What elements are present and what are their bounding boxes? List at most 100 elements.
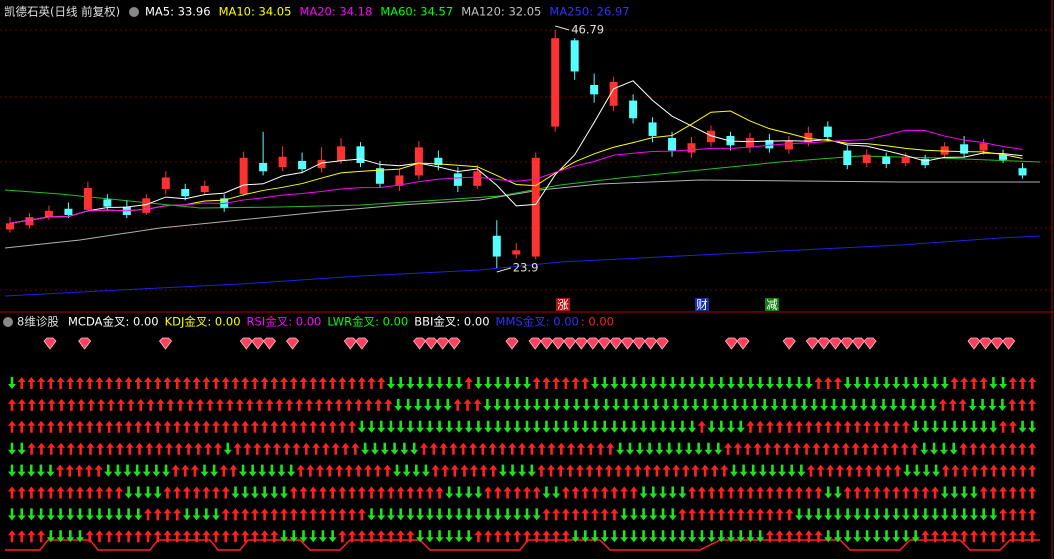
up-arrow	[309, 508, 318, 521]
diamond	[724, 337, 738, 350]
up-arrow	[318, 377, 327, 389]
down-arrow	[746, 530, 755, 543]
diamond	[609, 337, 623, 350]
down-arrow	[932, 464, 941, 477]
down-arrow	[659, 420, 668, 433]
up-arrow	[547, 464, 556, 477]
up-arrow	[901, 486, 910, 499]
up-arrow	[871, 442, 880, 455]
up-arrow	[270, 377, 279, 389]
up-arrow	[604, 464, 613, 477]
event-badge	[765, 298, 779, 311]
up-arrow	[450, 464, 459, 477]
up-arrow	[824, 420, 833, 433]
down-arrow	[940, 420, 949, 433]
down-arrow	[280, 486, 289, 499]
up-arrow	[46, 486, 55, 499]
up-arrow	[585, 464, 594, 477]
candle-body	[609, 81, 618, 106]
up-arrow	[785, 530, 794, 543]
down-arrow	[639, 530, 648, 543]
up-arrow	[17, 420, 26, 433]
diamond	[447, 337, 461, 350]
up-arrow	[328, 486, 337, 499]
up-arrow	[845, 464, 854, 477]
down-arrow	[8, 508, 16, 521]
up-arrow	[292, 442, 301, 455]
up-arrow	[65, 464, 74, 477]
up-arrow	[87, 398, 96, 411]
diamond	[782, 337, 796, 350]
up-arrow	[552, 508, 561, 521]
down-arrow	[414, 398, 423, 411]
down-arrow	[651, 398, 660, 411]
up-arrow	[27, 530, 36, 543]
up-arrow	[753, 442, 762, 455]
down-arrow	[532, 508, 541, 521]
up-arrow	[289, 377, 298, 389]
up-arrow	[95, 420, 104, 433]
down-arrow	[454, 377, 463, 389]
down-arrow	[250, 486, 259, 499]
down-arrow	[778, 464, 787, 477]
up-arrow	[724, 442, 733, 455]
up-arrow	[328, 420, 337, 433]
down-arrow	[901, 530, 910, 543]
up-arrow	[144, 377, 153, 389]
down-arrow	[675, 442, 684, 455]
up-arrow	[144, 530, 153, 543]
down-arrow	[474, 508, 483, 521]
up-arrow	[229, 464, 238, 477]
up-arrow	[27, 486, 36, 499]
diamond	[343, 337, 357, 350]
up-arrow	[76, 420, 85, 433]
up-arrow	[206, 398, 215, 411]
down-arrow	[639, 377, 648, 389]
candle-body	[64, 208, 73, 215]
up-arrow	[804, 420, 813, 433]
up-arrow	[182, 530, 191, 543]
up-arrow	[146, 398, 155, 411]
down-arrow	[882, 377, 891, 389]
down-arrow	[8, 377, 16, 389]
down-arrow	[152, 464, 161, 477]
down-arrow	[223, 442, 232, 455]
down-arrow	[416, 508, 425, 521]
candle-body	[434, 157, 443, 166]
candle-body	[570, 40, 579, 72]
up-arrow	[756, 508, 765, 521]
up-arrow	[27, 377, 36, 389]
up-arrow	[299, 377, 308, 389]
up-arrow	[231, 377, 240, 389]
diamond	[505, 337, 519, 350]
up-arrow	[8, 486, 16, 499]
down-arrow	[833, 486, 842, 499]
up-arrow	[727, 508, 736, 521]
up-arrow	[231, 530, 240, 543]
up-arrow	[192, 486, 201, 499]
down-arrow	[869, 398, 878, 411]
low-price-label: 23.9	[513, 261, 539, 275]
down-arrow	[56, 530, 65, 543]
up-arrow	[881, 442, 890, 455]
up-arrow	[591, 486, 600, 499]
up-arrow	[1028, 398, 1037, 411]
up-arrow	[377, 377, 386, 389]
up-arrow	[202, 377, 211, 389]
up-arrow	[225, 398, 234, 411]
up-arrow	[826, 464, 835, 477]
up-arrow	[1018, 508, 1027, 521]
up-arrow	[940, 530, 949, 543]
up-arrow	[795, 486, 804, 499]
up-arrow	[212, 377, 221, 389]
down-arrow	[270, 486, 279, 499]
down-arrow	[729, 464, 738, 477]
down-arrow	[824, 486, 833, 499]
down-arrow	[727, 377, 736, 389]
up-arrow	[135, 442, 144, 455]
up-arrow	[357, 508, 366, 521]
down-arrow	[736, 530, 745, 543]
down-arrow	[909, 398, 918, 411]
down-arrow	[668, 530, 677, 543]
down-arrow	[688, 420, 697, 433]
